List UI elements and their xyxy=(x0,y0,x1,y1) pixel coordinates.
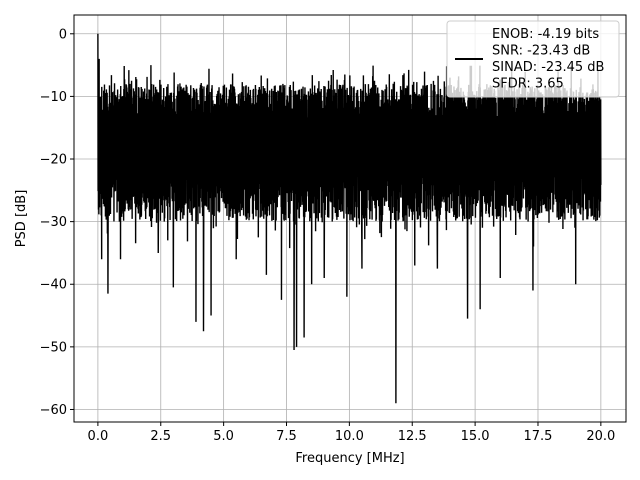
y-tick-label: −50 xyxy=(40,340,67,355)
y-axis-ticks: 0 −10 −20 −30 −40 −50 −60 xyxy=(40,27,74,418)
legend-line-2: SNR: -23.43 dB xyxy=(492,44,590,59)
x-axis-label: Frequency [MHz] xyxy=(295,451,404,466)
legend-series-label: ENOB: -4.19 bits SNR: -23.43 dB SINAD: -23… xyxy=(492,27,604,92)
y-tick-label: −40 xyxy=(40,278,67,293)
legend-line-1: ENOB: -4.19 bits xyxy=(492,27,599,42)
x-tick-label: 7.5 xyxy=(276,429,297,444)
legend-line-4: SFDR: 3.65 xyxy=(492,77,564,92)
x-tick-label: 5.0 xyxy=(213,429,234,444)
x-tick-label: 0.0 xyxy=(88,429,109,444)
y-axis-label: PSD [dB] xyxy=(14,190,29,248)
x-tick-label: 20.0 xyxy=(586,429,615,444)
psd-series-line xyxy=(97,33,602,404)
y-tick-label: −20 xyxy=(40,153,67,168)
legend-line-3: SINAD: -23.45 dB xyxy=(492,60,604,75)
x-axis-ticks: 0.0 2.5 5.0 7.5 10.0 12.5 15.0 17.5 20.0 xyxy=(88,422,615,444)
y-tick-label: −10 xyxy=(40,90,67,105)
axes-frame xyxy=(73,14,627,423)
legend-box xyxy=(446,20,620,98)
legend: ENOB: -4.19 bits SNR: -23.43 dB SINAD: -23… xyxy=(446,20,620,98)
x-tick-label: 10.0 xyxy=(335,429,364,444)
x-tick-label: 2.5 xyxy=(150,429,171,444)
plot-area xyxy=(97,33,602,404)
y-tick-label: −60 xyxy=(40,403,67,418)
x-tick-label: 12.5 xyxy=(398,429,427,444)
y-tick-label: 0 xyxy=(59,27,67,42)
y-tick-label: −30 xyxy=(40,215,67,230)
x-tick-label: 15.0 xyxy=(461,429,490,444)
x-tick-label: 17.5 xyxy=(524,429,553,444)
